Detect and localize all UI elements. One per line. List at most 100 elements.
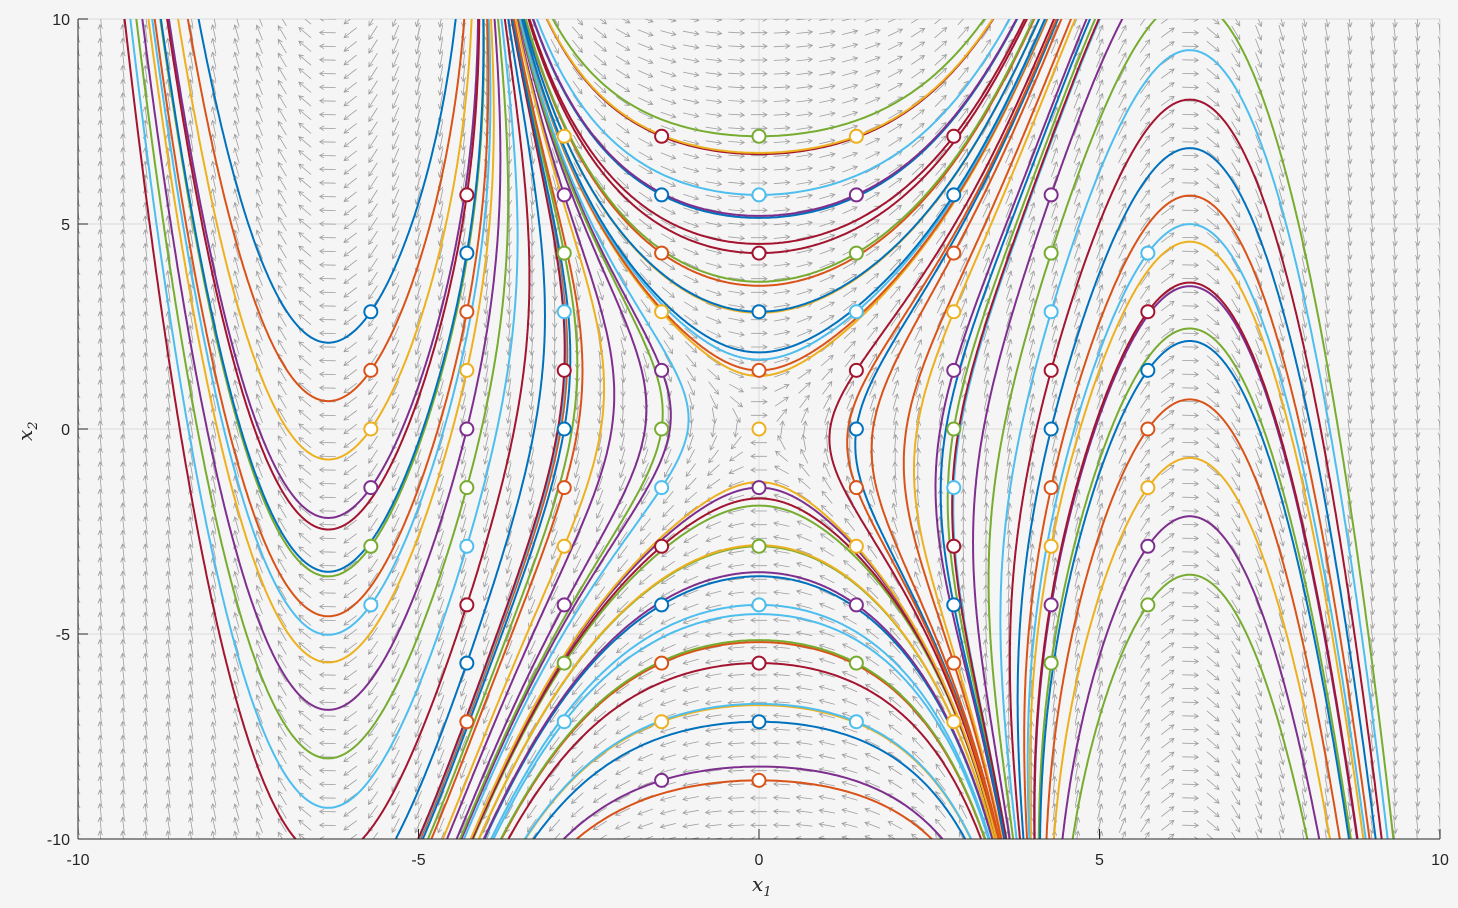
vector-arrow [298,477,312,490]
vector-arrow [460,51,467,69]
vector-arrow [188,638,194,656]
vector-arrow [97,570,104,588]
vector-arrow [318,467,336,473]
vector-arrow [165,802,171,820]
vector-arrow [529,256,535,274]
vector-arrow [460,161,467,179]
vector-arrow [165,679,171,697]
vector-arrow [277,339,287,355]
vector-arrow [486,831,491,839]
initial-point-marker [459,538,475,554]
vector-arrow [528,585,536,602]
initial-point-marker [556,421,572,437]
vector-arrow [368,162,378,177]
vector-arrow [255,721,263,738]
vector-arrow [437,270,444,288]
vector-arrow [210,119,217,137]
vector-arrow [188,789,194,806]
initial-point-marker [556,187,572,203]
vector-arrow [165,474,171,492]
initial-point-marker [848,480,864,496]
vector-arrow [165,447,171,465]
initial-point-marker [848,655,864,671]
vector-arrow [255,489,263,505]
vector-arrow [414,722,422,738]
vector-arrow [391,325,400,342]
x-tick-label: -10 [66,852,89,869]
initial-point-marker [654,480,670,496]
vector-arrow [210,420,217,437]
vector-arrow [571,751,584,764]
vector-arrow [255,789,263,806]
initial-point-marker [1043,245,1059,261]
vector-arrow [298,614,312,626]
vector-arrow [318,576,336,583]
vector-arrow [368,750,379,765]
vector-arrow [571,26,584,40]
vector-arrow [414,804,423,820]
vector-arrow [343,300,358,312]
vector-arrow [298,136,312,148]
vector-arrow [414,448,422,465]
vector-arrow [368,203,378,218]
vector-arrow [391,667,400,683]
vector-arrow [142,529,149,547]
vector-arrow [233,51,240,68]
initial-point-marker [1043,187,1059,203]
vector-arrow [188,611,194,629]
vector-arrow [298,532,312,544]
vector-arrow [597,284,604,301]
vector-arrow [233,256,240,273]
vector-arrow [551,379,558,397]
vector-arrow [165,748,171,765]
vector-arrow [233,24,240,41]
vector-arrow [298,95,312,107]
initial-point-marker [556,128,572,144]
vector-arrow [277,25,287,40]
initial-point-marker [751,362,767,378]
initial-point-marker [654,421,670,437]
vector-arrow [188,529,194,547]
vector-arrow [277,790,287,806]
vector-arrow [414,749,422,766]
vector-arrow [255,325,263,341]
vector-arrow [551,352,558,370]
vector-arrow [318,70,336,77]
vector-arrow [343,724,358,735]
vector-arrow [391,804,400,820]
vector-arrow [120,707,126,724]
vector-arrow [298,491,312,503]
vector-arrow [414,24,421,42]
vector-arrow [414,653,422,670]
initial-point-marker [556,714,572,730]
vector-arrow [120,447,126,465]
vector-arrow [529,188,536,206]
vector-arrow [414,612,422,629]
vector-arrow [233,557,240,574]
vector-arrow [343,314,358,325]
vector-arrow [391,189,400,205]
vector-arrow [97,338,104,356]
vector-arrow [97,379,104,397]
vector-arrow [552,297,558,315]
vector-arrow [597,393,603,411]
vector-arrow [298,149,312,162]
vector-arrow [142,515,149,533]
vector-arrow [529,134,536,151]
vector-arrow [368,463,378,478]
vector-arrow [165,515,171,533]
vector-arrow [593,655,606,668]
vector-arrow [210,188,217,205]
vector-arrow [255,653,263,669]
vector-arrow [528,380,535,397]
vector-arrow [368,19,374,27]
vector-arrow [298,765,312,777]
vector-arrow [255,817,263,833]
vector-arrow [437,475,444,493]
vector-arrow [318,713,336,719]
vector-arrow [572,613,583,628]
vector-arrow [298,204,312,216]
vector-arrow [437,708,445,725]
vector-arrow [343,68,357,80]
vector-arrow [549,736,560,751]
